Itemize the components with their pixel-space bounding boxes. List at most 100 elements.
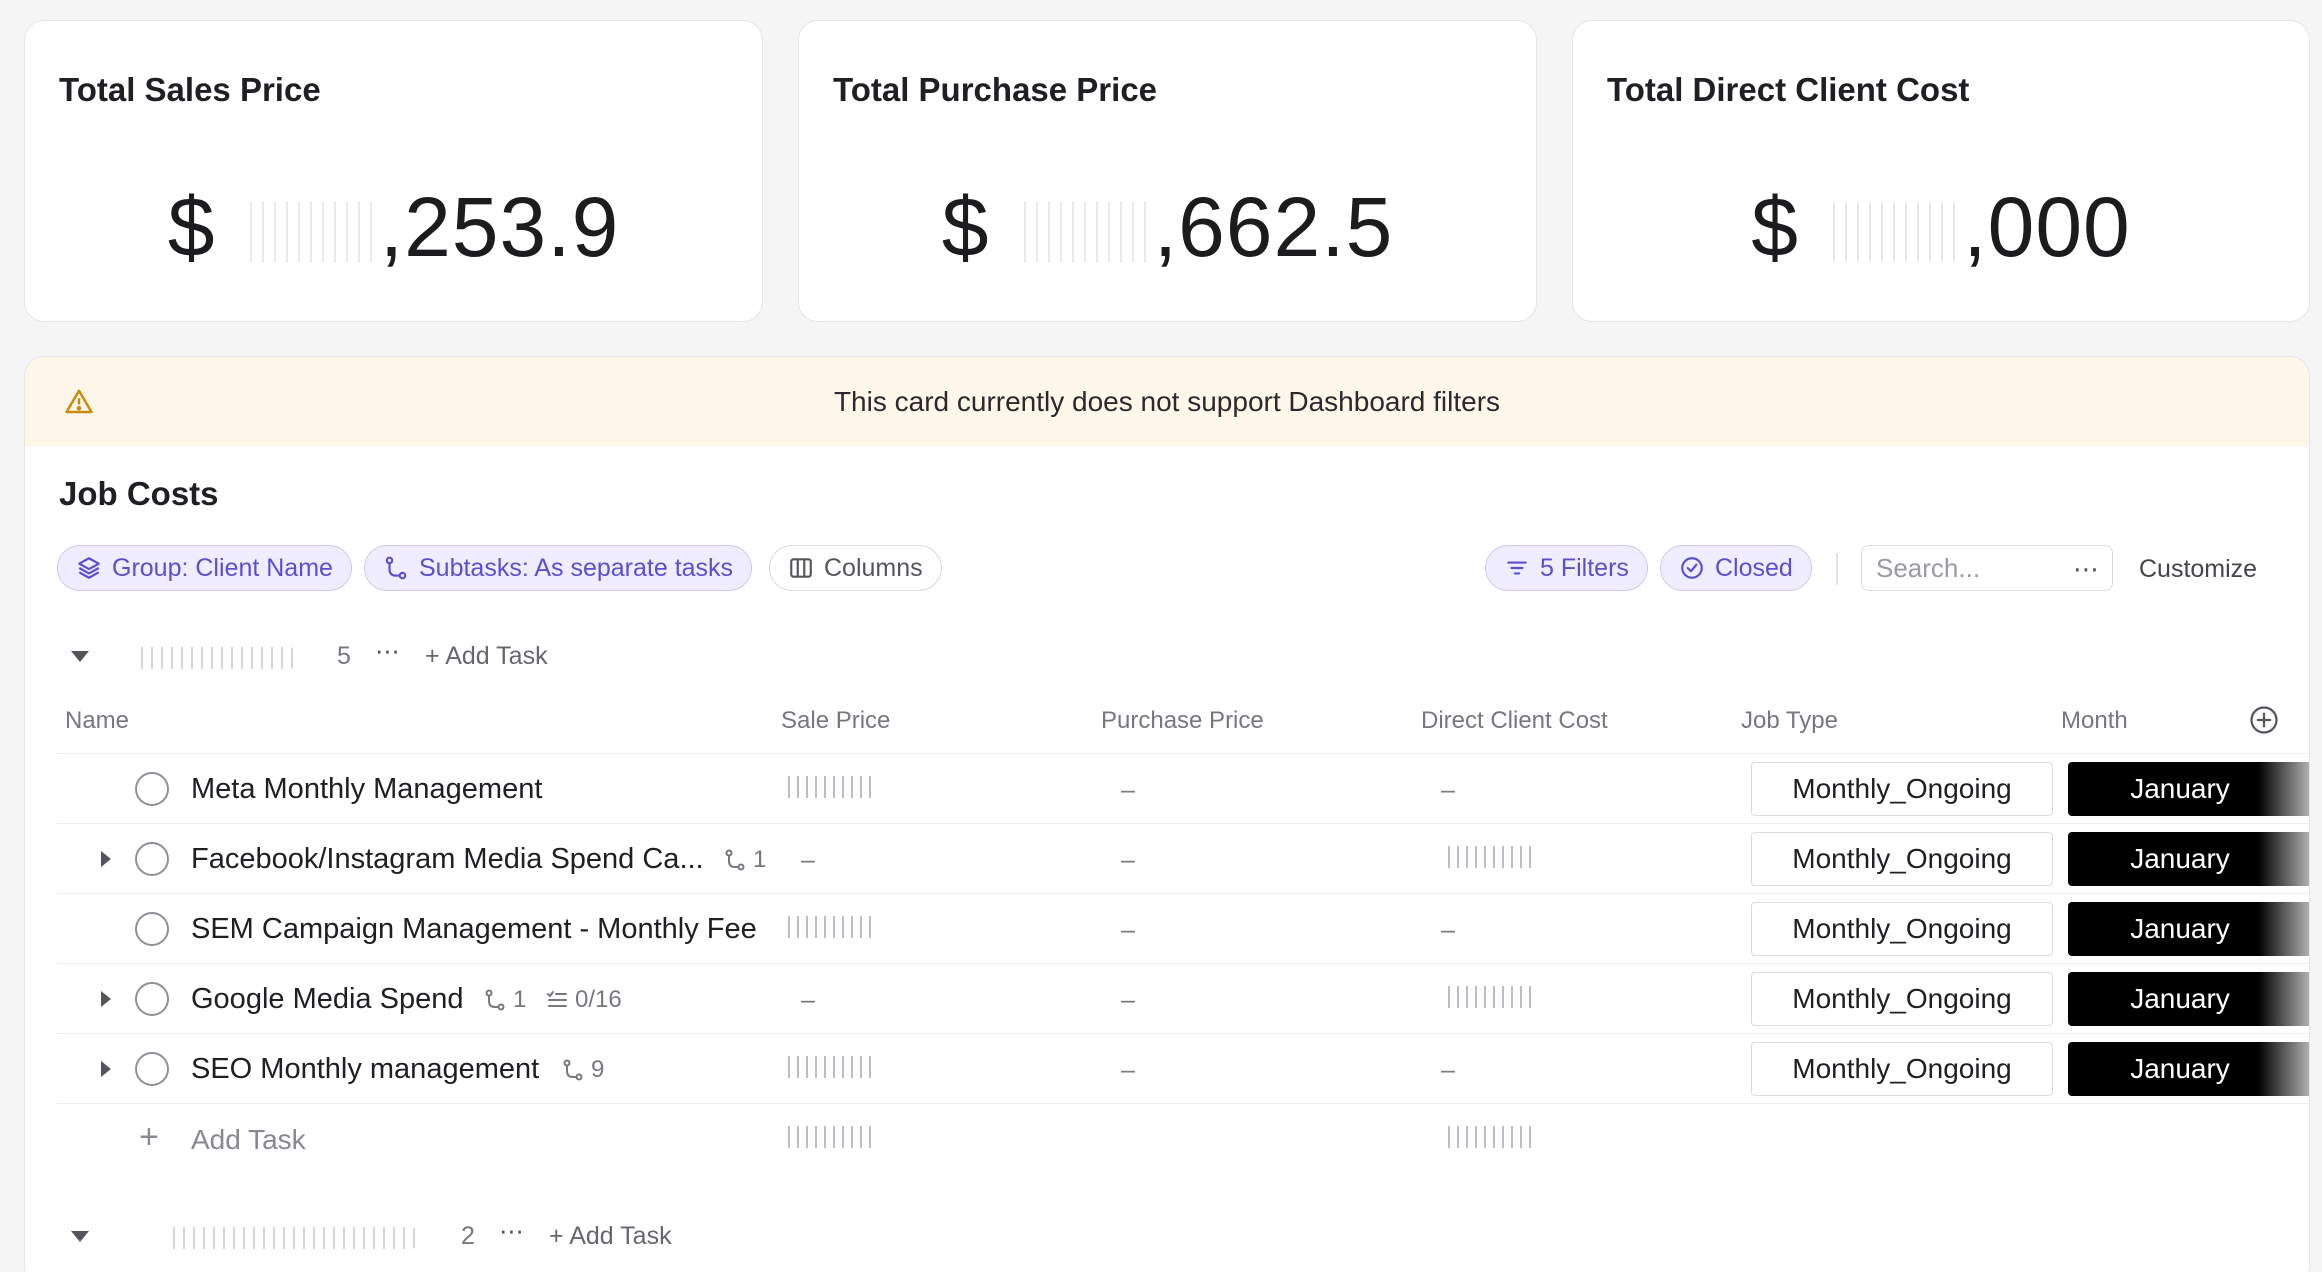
closed-tasks-button[interactable]: Closed [1660,545,1812,591]
check-circle-icon [1681,557,1703,579]
subtask-count-value: 9 [591,1056,605,1083]
job-type-cell[interactable]: Monthly_Ongoing [1751,832,2053,886]
task-name[interactable]: Facebook/Instagram Media Spend Ca... [191,843,704,875]
month-cell[interactable]: January [2068,832,2309,886]
masked-value [1441,1126,1531,1148]
sale-price-cell: – [801,986,815,1014]
purchase-price-cell: – [1121,916,1135,944]
subtask-count-value: 1 [753,846,767,873]
table-row[interactable]: SEO Monthly management 9 – – Monthly_Ong… [57,1033,2309,1103]
direct-client-cost-cell [1441,986,1531,1015]
checklist-icon [547,991,567,1007]
collapse-group-icon[interactable] [71,1231,89,1242]
redacted-digits [1823,202,1964,262]
customize-button[interactable]: Customize [2139,555,2258,583]
task-status-circle[interactable] [135,912,169,946]
task-name[interactable]: SEM Campaign Management - Monthly Fee [191,913,757,945]
month-cell[interactable]: January [2068,1042,2309,1096]
currency-symbol: $ [1751,180,1799,274]
task-name[interactable]: SEO Monthly management [191,1053,540,1085]
column-header-name[interactable]: Name [65,707,130,734]
subtask-count[interactable]: 9 [561,1056,604,1084]
card-title: Total Direct Client Cost [1607,71,1970,108]
month-cell[interactable]: January [2068,902,2309,956]
plus-icon: + [549,1222,564,1250]
masked-value [1441,986,1531,1008]
card-value: $ ,662.5 [799,179,1536,276]
table-row[interactable]: Google Media Spend 1 0/16 – – Monthly_On… [57,963,2309,1033]
more-dots-icon[interactable]: ⋯ [2073,554,2100,584]
expand-row-icon[interactable] [101,991,111,1007]
subtask-count[interactable]: 1 [723,846,766,874]
group-count: 5 [337,642,351,670]
subtask-count[interactable]: 1 [483,986,526,1014]
subtask-branch-icon [485,989,505,1011]
columns-button[interactable]: Columns [769,545,942,591]
month-cell[interactable]: January [2068,972,2309,1026]
more-dots-icon[interactable]: ⋯ [375,638,401,666]
column-header-sale-price[interactable]: Sale Price [781,707,891,734]
filters-button[interactable]: 5 Filters [1485,545,1648,591]
warning-triangle-icon [65,389,93,414]
purchase-price-cell: – [1121,846,1135,874]
masked-value [781,916,871,938]
masked-value [1441,846,1531,868]
redacted-digits [239,202,380,262]
add-task-label[interactable]: Add Task [191,1124,306,1155]
job-type-cell[interactable]: Monthly_Ongoing [1751,762,2053,816]
subtasks-label: Subtasks: As separate tasks [419,553,734,582]
add-task-label: Add Task [445,642,548,670]
add-task-button[interactable]: + Add Task [425,642,548,671]
subtask-branch-icon [725,849,745,871]
column-header-job-type[interactable]: Job Type [1741,707,1838,734]
add-task-button[interactable]: + Add Task [549,1222,672,1251]
search-box[interactable]: ⋯ [1861,545,2113,591]
subtask-count-value: 1 [513,986,527,1013]
closed-label: Closed [1715,553,1793,582]
task-status-circle[interactable] [135,982,169,1016]
masked-value [781,1056,871,1078]
table-row[interactable]: Meta Monthly Management – – Monthly_Ongo… [57,753,2309,823]
subtask-branch-icon [563,1059,583,1081]
sale-price-cell [781,916,871,945]
group-name-redacted [165,1227,415,1249]
checklist-count[interactable]: 0/16 [545,986,622,1014]
card-value: $ ,253.9 [25,179,762,276]
search-input[interactable] [1876,552,2056,584]
checklist-count-value: 0/16 [575,986,622,1013]
more-dots-icon[interactable]: ⋯ [499,1218,525,1246]
expand-row-icon[interactable] [101,1061,111,1077]
column-header-purchase-price[interactable]: Purchase Price [1101,707,1264,734]
collapse-group-icon[interactable] [71,651,89,662]
value-suffix: ,000 [1963,180,2131,274]
group-count: 2 [461,1222,475,1250]
plus-circle-icon[interactable] [2249,705,2279,735]
direct-client-cost-cell: – [1441,1056,1455,1084]
add-task-row[interactable]: + Add Task [57,1103,2309,1173]
expand-row-icon[interactable] [101,851,111,867]
table-row[interactable]: Facebook/Instagram Media Spend Ca... 1 –… [57,823,2309,893]
month-cell[interactable]: January [2068,762,2309,816]
job-type-cell[interactable]: Monthly_Ongoing [1751,1042,2053,1096]
table-row[interactable]: SEM Campaign Management - Monthly Fee – … [57,893,2309,963]
column-header-month[interactable]: Month [2061,707,2128,734]
group-by-button[interactable]: Group: Client Name [57,545,352,591]
filter-icon [1507,561,1527,575]
job-type-cell[interactable]: Monthly_Ongoing [1751,902,2053,956]
direct-client-cost-cell: – [1441,916,1455,944]
task-name[interactable]: Meta Monthly Management [191,773,543,805]
task-status-circle[interactable] [135,842,169,876]
card-title: Total Purchase Price [833,71,1158,108]
masked-value [781,776,871,798]
direct-client-cost-cell [1441,846,1531,875]
task-name[interactable]: Google Media Spend [191,983,464,1015]
job-type-cell[interactable]: Monthly_Ongoing [1751,972,2053,1026]
subtasks-button[interactable]: Subtasks: As separate tasks [364,545,753,591]
purchase-price-cell: – [1121,986,1135,1014]
currency-symbol: $ [167,180,216,274]
task-status-circle[interactable] [135,1052,169,1086]
task-status-circle[interactable] [135,772,169,806]
column-header-direct-client-cost[interactable]: Direct Client Cost [1421,707,1608,734]
currency-symbol: $ [941,180,990,274]
value-suffix: ,662.5 [1153,180,1394,274]
